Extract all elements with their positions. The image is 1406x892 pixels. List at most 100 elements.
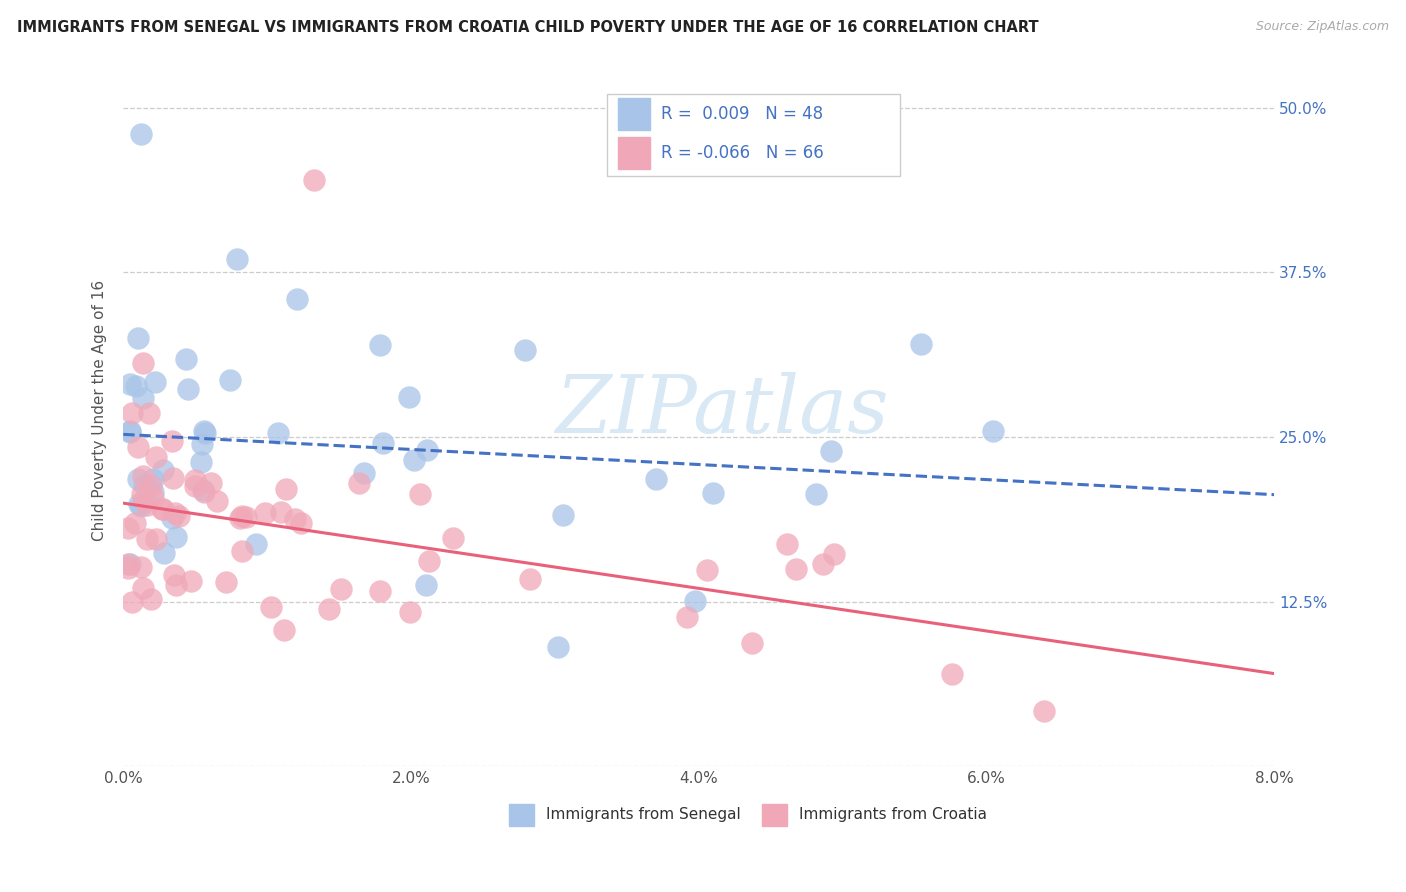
- Point: [121, 406, 143, 420]
- Point: [138, 406, 160, 420]
- Point: [941, 666, 963, 681]
- Point: [231, 544, 253, 558]
- Bar: [619, 136, 651, 169]
- Point: [1033, 704, 1056, 718]
- Point: [121, 595, 143, 609]
- Point: [519, 573, 541, 587]
- Point: [910, 336, 932, 351]
- Point: [696, 563, 718, 577]
- Point: [165, 578, 187, 592]
- Point: [270, 505, 292, 519]
- Point: [184, 473, 207, 487]
- Point: [135, 498, 157, 512]
- Point: [120, 425, 142, 439]
- Point: [399, 605, 422, 619]
- Point: [981, 424, 1004, 438]
- Point: [373, 435, 395, 450]
- Point: [120, 424, 142, 438]
- Point: [117, 557, 139, 571]
- Point: [741, 636, 763, 650]
- Bar: [762, 805, 787, 825]
- Point: [368, 583, 391, 598]
- Point: [131, 559, 153, 574]
- Point: [811, 557, 834, 571]
- Point: [174, 351, 197, 366]
- Point: [145, 450, 167, 464]
- Point: [194, 425, 217, 440]
- Point: [143, 375, 166, 389]
- Point: [141, 479, 163, 493]
- Point: [418, 554, 440, 568]
- Point: [117, 561, 139, 575]
- Point: [167, 509, 190, 524]
- Point: [235, 510, 257, 524]
- Bar: [619, 98, 651, 130]
- Point: [180, 574, 202, 588]
- Point: [160, 510, 183, 524]
- Point: [260, 599, 283, 614]
- Point: [142, 484, 165, 499]
- Point: [254, 506, 277, 520]
- Point: [368, 338, 391, 352]
- Point: [127, 440, 149, 454]
- Point: [127, 331, 149, 345]
- Point: [318, 602, 340, 616]
- Point: [152, 463, 174, 477]
- Point: [276, 482, 298, 496]
- Point: [205, 494, 228, 508]
- Text: R =  0.009   N = 48: R = 0.009 N = 48: [661, 105, 823, 123]
- Point: [191, 483, 214, 498]
- Point: [145, 532, 167, 546]
- Point: [284, 512, 307, 526]
- Point: [820, 443, 842, 458]
- Point: [218, 373, 240, 387]
- FancyBboxPatch shape: [607, 95, 900, 176]
- Point: [153, 546, 176, 560]
- Point: [139, 591, 162, 606]
- Point: [245, 536, 267, 550]
- Text: Source: ZipAtlas.com: Source: ZipAtlas.com: [1256, 20, 1389, 33]
- Point: [132, 356, 155, 370]
- Text: R = -0.066   N = 66: R = -0.066 N = 66: [661, 144, 824, 161]
- Point: [125, 379, 148, 393]
- Point: [193, 485, 215, 500]
- Point: [441, 531, 464, 545]
- Point: [353, 466, 375, 480]
- Point: [676, 610, 699, 624]
- Point: [266, 426, 288, 441]
- Point: [553, 508, 575, 523]
- Point: [644, 472, 666, 486]
- Point: [804, 487, 827, 501]
- Point: [415, 577, 437, 591]
- Text: Immigrants from Senegal: Immigrants from Senegal: [546, 807, 741, 822]
- Point: [229, 511, 252, 525]
- Point: [128, 497, 150, 511]
- Point: [290, 516, 312, 531]
- Point: [162, 471, 184, 485]
- Point: [226, 252, 249, 267]
- Point: [823, 547, 845, 561]
- Point: [142, 490, 165, 504]
- Point: [120, 557, 142, 571]
- Point: [132, 468, 155, 483]
- Point: [163, 506, 186, 520]
- Point: [330, 582, 353, 597]
- Point: [134, 493, 156, 508]
- Point: [131, 486, 153, 500]
- Point: [404, 452, 426, 467]
- Point: [142, 472, 165, 486]
- Point: [547, 640, 569, 654]
- Point: [129, 499, 152, 513]
- Point: [131, 391, 153, 405]
- Point: [200, 475, 222, 490]
- Point: [398, 390, 420, 404]
- Point: [124, 516, 146, 531]
- Point: [129, 127, 152, 141]
- Point: [215, 574, 238, 589]
- Point: [409, 487, 432, 501]
- Point: [127, 472, 149, 486]
- Point: [193, 424, 215, 438]
- Text: ZIPatlas: ZIPatlas: [555, 372, 889, 450]
- Point: [165, 530, 187, 544]
- Point: [231, 509, 253, 524]
